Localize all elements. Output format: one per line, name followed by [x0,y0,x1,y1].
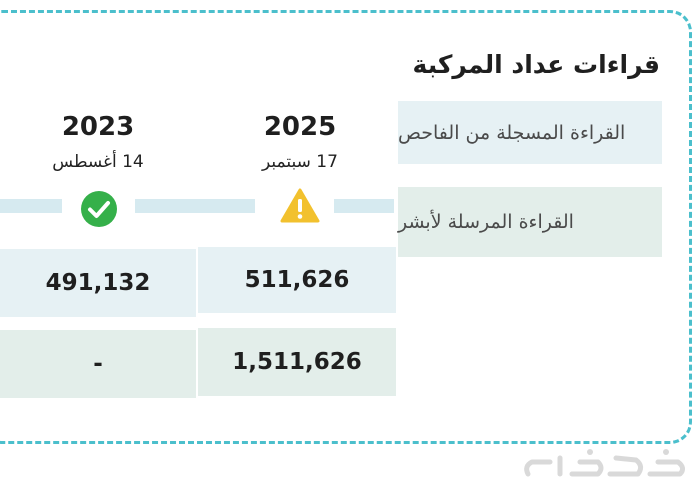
date-2023: 14 أغسطس [52,152,144,172]
timeline-segment [334,199,394,213]
warning-icon [280,188,320,223]
row-label-absher: القراءة المرسلة لأبشر [398,187,662,257]
row-label-absher-text: القراءة المرسلة لأبشر [398,211,574,233]
page-title: قراءات عداد المركبة [412,50,660,79]
cell-2025-absher: 1,511,626 [198,328,396,396]
date-2025: 17 سبتمبر [262,152,338,172]
check-icon [81,191,117,227]
timeline-segment [135,199,255,213]
site-logo-watermark [524,449,686,477]
timeline-segment [0,199,62,213]
cell-2023-absher: - [0,330,196,398]
year-2025: 2025 [263,112,337,142]
year-2023: 2023 [61,112,135,142]
cell-2023-inspection: 491,132 [0,249,196,317]
row-label-inspection-text: القراءة المسجلة من الفاحص [398,121,626,144]
cell-2025-inspection: 511,626 [198,247,396,313]
odometer-card [0,10,692,444]
row-label-inspection: القراءة المسجلة من الفاحص [398,101,662,164]
